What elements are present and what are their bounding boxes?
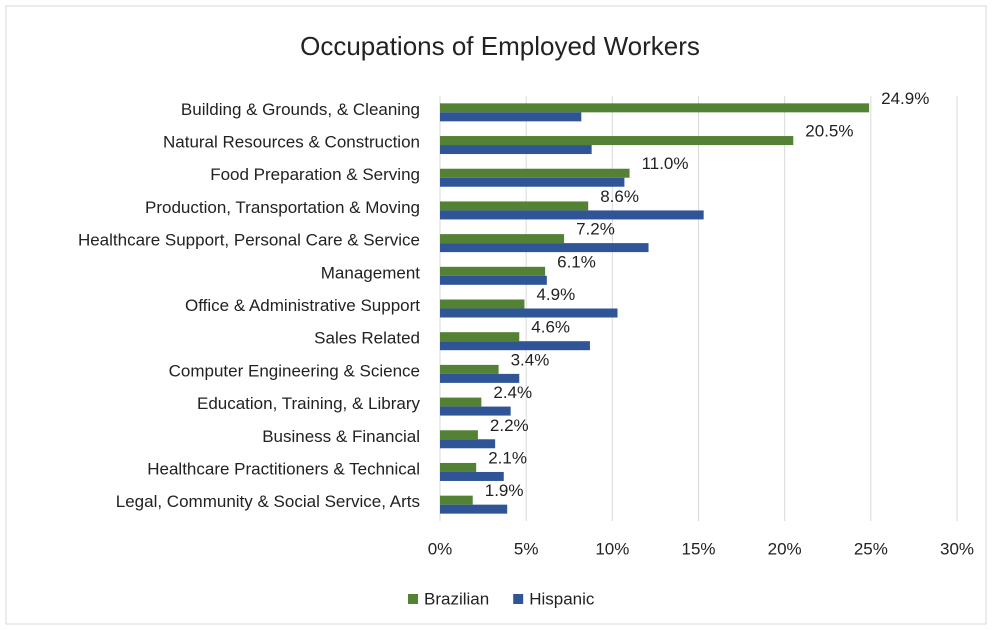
y-tick-label: Production, Transportation & Moving bbox=[145, 198, 420, 217]
x-tick-label: 10% bbox=[595, 539, 629, 558]
y-tick-label: Food Preparation & Serving bbox=[210, 165, 420, 184]
bar bbox=[440, 234, 565, 244]
data-label: 2.1% bbox=[488, 448, 527, 467]
bar bbox=[440, 439, 496, 449]
bar bbox=[440, 364, 499, 374]
data-label: 1.9% bbox=[485, 481, 524, 500]
y-tick-label: Business & Financial bbox=[262, 427, 420, 446]
x-tick-label: 25% bbox=[854, 539, 888, 558]
data-label: 4.6% bbox=[531, 318, 570, 337]
bar bbox=[440, 341, 590, 351]
bar bbox=[440, 243, 649, 253]
y-tick-label: Management bbox=[321, 263, 421, 282]
legend-swatch bbox=[408, 594, 418, 604]
bar bbox=[440, 495, 473, 505]
bar bbox=[440, 504, 508, 514]
y-tick-label: Natural Resources & Construction bbox=[163, 133, 420, 152]
data-label: 11.0% bbox=[642, 154, 689, 173]
x-tick-label: 20% bbox=[768, 539, 802, 558]
bar bbox=[440, 103, 870, 113]
data-label: 8.6% bbox=[600, 187, 639, 206]
legend-label: Brazilian bbox=[424, 589, 489, 608]
data-label: 4.9% bbox=[536, 285, 575, 304]
data-label: 3.4% bbox=[511, 350, 550, 369]
bar bbox=[440, 210, 704, 220]
chart-title: Occupations of Employed Workers bbox=[300, 31, 700, 61]
bar bbox=[440, 430, 478, 440]
bar bbox=[440, 308, 618, 318]
y-tick-label: Healthcare Practitioners & Technical bbox=[147, 459, 420, 478]
x-tick-label: 5% bbox=[514, 539, 539, 558]
y-tick-label: Healthcare Support, Personal Care & Serv… bbox=[78, 231, 420, 250]
legend-swatch bbox=[513, 594, 524, 604]
y-tick-label: Office & Administrative Support bbox=[185, 296, 420, 315]
bar bbox=[440, 136, 794, 146]
bar bbox=[440, 462, 477, 472]
data-label: 2.2% bbox=[490, 416, 529, 435]
y-tick-label: Building & Grounds, & Cleaning bbox=[181, 100, 420, 119]
bar bbox=[440, 177, 625, 187]
bar bbox=[440, 168, 630, 178]
bar bbox=[440, 332, 520, 342]
y-tick-label: Legal, Community & Social Service, Arts bbox=[116, 492, 420, 511]
x-tick-label: 30% bbox=[940, 539, 974, 558]
data-label: 20.5% bbox=[805, 122, 853, 141]
x-tick-label: 15% bbox=[681, 539, 715, 558]
bar bbox=[440, 275, 547, 285]
data-label: 2.4% bbox=[493, 383, 532, 402]
legend-label: Hispanic bbox=[529, 589, 595, 608]
bar bbox=[440, 373, 520, 383]
bar bbox=[440, 266, 546, 276]
bar bbox=[440, 145, 592, 155]
y-tick-label: Computer Engineering & Science bbox=[169, 361, 420, 380]
x-tick-label: 0% bbox=[428, 539, 453, 558]
bar bbox=[440, 471, 504, 481]
bar bbox=[440, 397, 482, 407]
bar bbox=[440, 406, 511, 416]
data-label: 24.9% bbox=[881, 89, 929, 108]
data-label: 6.1% bbox=[557, 252, 596, 271]
bar bbox=[440, 299, 525, 309]
bar bbox=[440, 112, 582, 122]
y-tick-label: Sales Related bbox=[314, 329, 420, 348]
bar bbox=[440, 201, 589, 211]
y-tick-label: Education, Training, & Library bbox=[197, 394, 421, 413]
data-label: 7.2% bbox=[576, 220, 615, 239]
